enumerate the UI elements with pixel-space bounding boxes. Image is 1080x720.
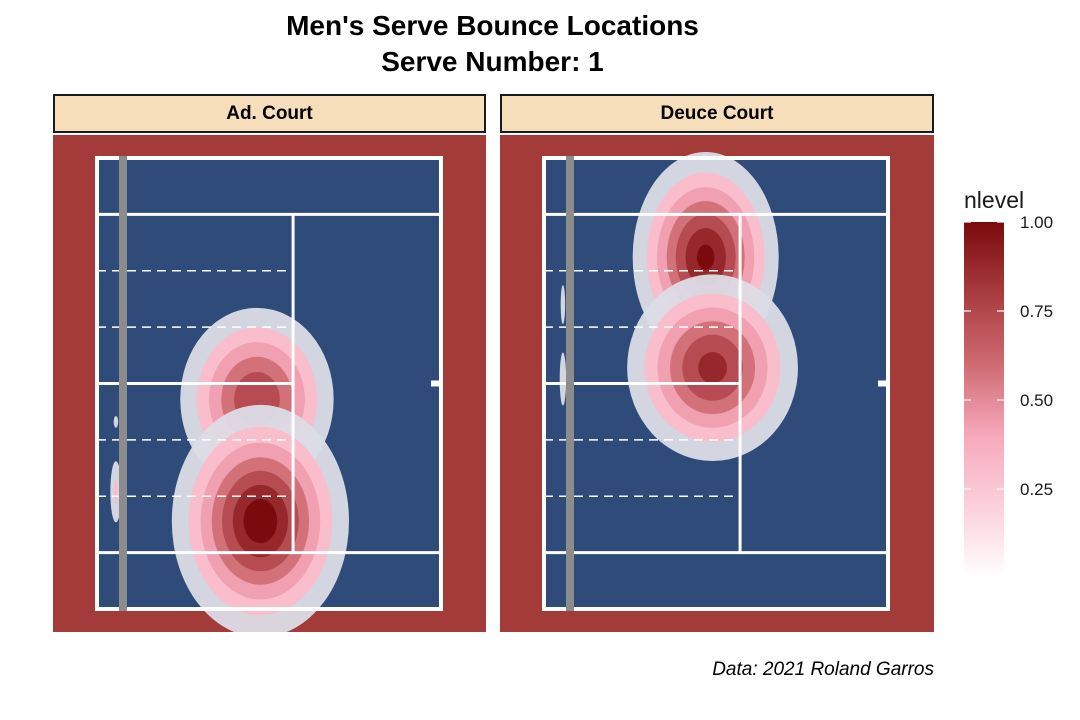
- density-contour: [113, 480, 119, 504]
- density-hotspot-1: [171, 404, 349, 632]
- density-hotspot-2: [110, 461, 122, 523]
- net: [566, 156, 574, 611]
- density-contour: [696, 244, 715, 270]
- density-contour: [243, 498, 278, 544]
- legend-tick-label: 0.75: [1020, 302, 1053, 321]
- density-hotspot-3: [113, 415, 119, 428]
- center-mark: [878, 380, 888, 387]
- facet-strip-ad-court: Ad. Court: [53, 94, 486, 133]
- chart-subtitle: Serve Number: 1: [381, 46, 604, 77]
- density-hotspot-2: [560, 285, 566, 325]
- net: [119, 156, 127, 611]
- chart-title: Men's Serve Bounce Locations: [286, 10, 699, 41]
- density-contour: [113, 415, 119, 428]
- legend-tick-label: 0.25: [1020, 480, 1053, 499]
- center-mark: [431, 380, 441, 387]
- data-caption: Data: 2021 Roland Garros: [712, 659, 934, 680]
- legend-title: nlevel: [964, 187, 1024, 213]
- court-panel-ad: [53, 135, 486, 632]
- density-hotspot-1: [627, 274, 798, 462]
- court-panel-deuce: [500, 135, 934, 632]
- density-contour: [698, 352, 727, 384]
- density-contour: [560, 285, 566, 325]
- legend-tick-label: 0.50: [1020, 391, 1053, 410]
- density-hotspot-3: [559, 352, 567, 406]
- facet-strip-deuce-court: Deuce Court: [500, 94, 934, 133]
- legend-tick-label: 1.00: [1020, 213, 1053, 232]
- density-contour: [559, 352, 567, 406]
